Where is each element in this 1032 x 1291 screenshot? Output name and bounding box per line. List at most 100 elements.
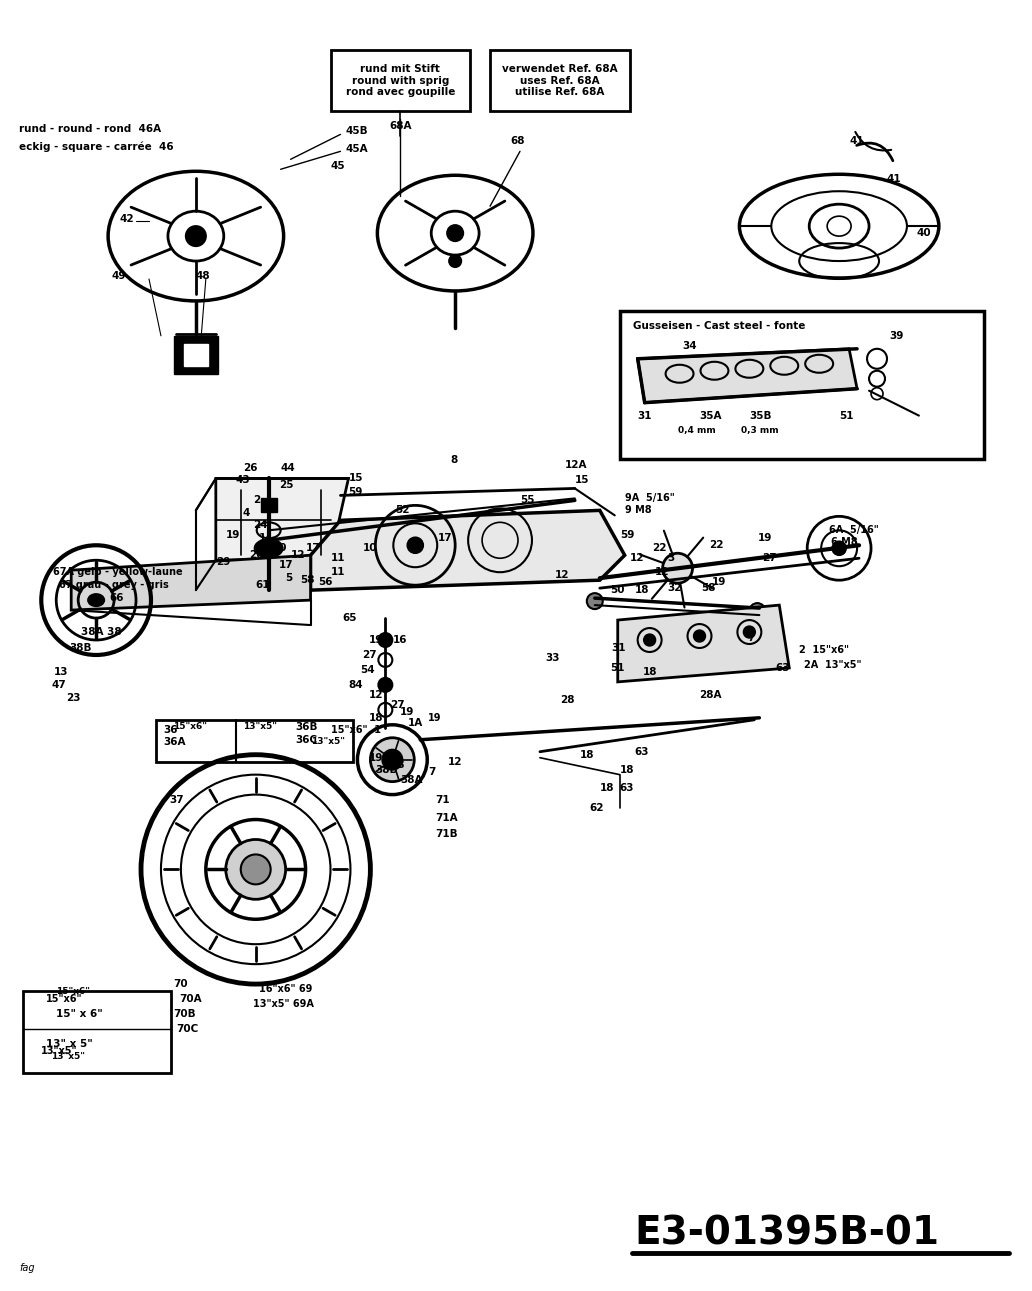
Text: 18: 18 [368, 713, 383, 723]
Text: 36A: 36A [163, 737, 186, 746]
Text: 15"x6": 15"x6" [173, 722, 207, 731]
Ellipse shape [186, 226, 205, 247]
Text: 29: 29 [216, 558, 230, 567]
Text: 1A: 1A [409, 718, 423, 728]
Text: 35B: 35B [749, 411, 772, 421]
Text: 2A  13"x5": 2A 13"x5" [804, 660, 862, 670]
Text: 19: 19 [757, 533, 772, 544]
Circle shape [449, 256, 461, 267]
Text: 18: 18 [580, 750, 594, 759]
Circle shape [832, 541, 846, 555]
Text: 28A: 28A [700, 689, 722, 700]
Text: 62: 62 [590, 803, 605, 812]
Text: 12: 12 [291, 550, 305, 560]
Text: 58: 58 [300, 576, 315, 585]
Text: 11: 11 [330, 567, 345, 577]
Text: 18: 18 [635, 585, 649, 595]
Text: 19: 19 [711, 577, 725, 587]
Text: 70A: 70A [179, 994, 201, 1004]
Ellipse shape [88, 594, 104, 605]
Text: 54: 54 [360, 665, 375, 675]
Text: 15"x6"  1: 15"x6" 1 [330, 724, 381, 735]
Text: 26: 26 [243, 463, 257, 474]
Text: eckig - square - carrée  46: eckig - square - carrée 46 [20, 141, 174, 151]
Text: 36: 36 [163, 724, 178, 735]
Text: 27: 27 [763, 554, 777, 563]
Circle shape [644, 634, 655, 646]
Text: 47: 47 [52, 680, 66, 689]
Text: 38: 38 [390, 759, 405, 769]
Text: 9A  5/16": 9A 5/16" [624, 493, 675, 503]
Circle shape [383, 750, 402, 769]
Text: 15: 15 [575, 475, 589, 485]
Circle shape [743, 626, 755, 638]
Text: 20: 20 [249, 550, 263, 560]
Text: 12A: 12A [565, 461, 587, 470]
Text: 68: 68 [510, 137, 524, 146]
Ellipse shape [255, 540, 283, 558]
Text: 12: 12 [654, 567, 669, 577]
Text: 61: 61 [256, 580, 270, 590]
Text: fag: fag [20, 1264, 35, 1273]
Text: 52: 52 [395, 505, 410, 515]
Text: 12: 12 [368, 689, 383, 700]
Text: 15: 15 [349, 474, 363, 483]
Polygon shape [638, 349, 858, 403]
Text: 41: 41 [849, 137, 864, 146]
Polygon shape [311, 510, 624, 590]
Text: 63: 63 [620, 782, 635, 793]
Text: 2  15"x6": 2 15"x6" [799, 646, 849, 655]
Text: 59: 59 [620, 531, 634, 541]
Polygon shape [618, 605, 789, 682]
Text: 13" x 5": 13" x 5" [46, 1039, 93, 1048]
Text: 18: 18 [600, 782, 614, 793]
Circle shape [587, 593, 603, 609]
Circle shape [408, 537, 423, 554]
Bar [620, 311, 983, 458]
Text: 22: 22 [651, 544, 666, 554]
Text: 2: 2 [253, 496, 260, 505]
Text: 39: 39 [889, 330, 903, 341]
Text: 12: 12 [555, 571, 570, 580]
Text: 70: 70 [173, 979, 188, 989]
Text: 8: 8 [450, 456, 457, 466]
Ellipse shape [447, 225, 463, 241]
Text: 9 M8: 9 M8 [624, 505, 651, 515]
Text: 43: 43 [235, 475, 251, 485]
Text: 45A: 45A [346, 145, 368, 155]
Circle shape [749, 603, 766, 620]
Text: 63: 63 [635, 746, 649, 757]
Text: 68A: 68A [389, 121, 412, 132]
Text: 56: 56 [319, 577, 333, 587]
Text: 11: 11 [330, 554, 345, 563]
Polygon shape [216, 479, 349, 560]
Text: 10: 10 [362, 544, 377, 554]
Text: 33: 33 [545, 653, 559, 664]
Circle shape [240, 855, 270, 884]
Text: 58: 58 [702, 584, 716, 593]
Text: verwendet Ref. 68A
uses Ref. 68A
utilise Ref. 68A: verwendet Ref. 68A uses Ref. 68A utilise… [503, 65, 618, 97]
Text: 15"x6": 15"x6" [56, 986, 90, 995]
Bar [184, 343, 207, 365]
Text: 67A gelb - yellow-laune: 67A gelb - yellow-laune [54, 567, 183, 577]
Text: 19: 19 [428, 713, 442, 723]
Text: 70B: 70B [173, 1010, 195, 1019]
Text: 3: 3 [668, 554, 675, 563]
Text: 36B: 36B [295, 722, 318, 732]
Text: 38A 38: 38A 38 [82, 627, 122, 636]
Text: 22: 22 [709, 540, 724, 550]
Polygon shape [71, 555, 311, 611]
Text: 51: 51 [610, 664, 624, 673]
Text: 84: 84 [349, 680, 363, 689]
Text: 35A: 35A [700, 411, 722, 421]
Circle shape [379, 633, 392, 647]
Text: rund - round - rond  46A: rund - round - rond 46A [20, 124, 161, 134]
Text: 15"x6": 15"x6" [46, 994, 83, 1004]
Text: 12: 12 [630, 554, 644, 563]
Text: 28: 28 [560, 695, 575, 705]
Text: 5: 5 [286, 573, 293, 584]
Text: 24: 24 [253, 520, 267, 531]
Text: 71B: 71B [436, 830, 458, 839]
Text: 19: 19 [368, 635, 383, 646]
Text: Gusseisen - Cast steel - fonte: Gusseisen - Cast steel - fonte [633, 321, 805, 330]
